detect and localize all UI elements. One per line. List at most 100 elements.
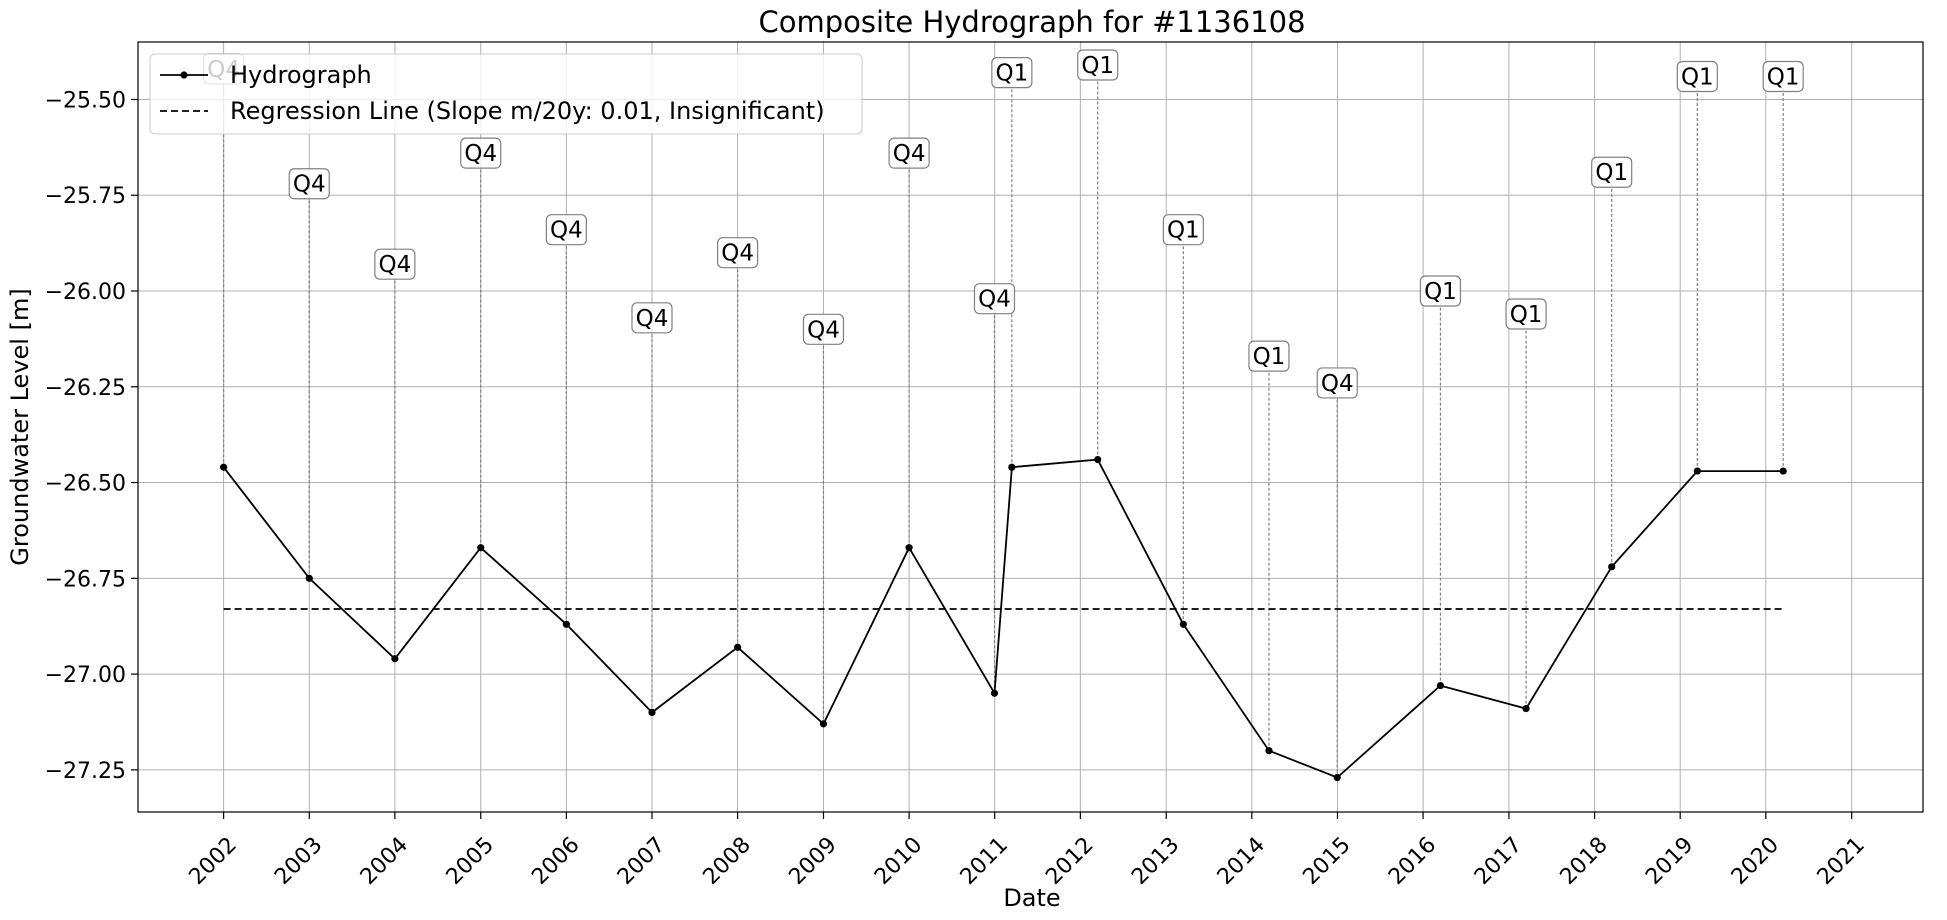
hydrograph-point bbox=[1608, 563, 1616, 571]
x-tick-label: 2017 bbox=[1470, 833, 1527, 890]
quarter-annotation: Q1 bbox=[1248, 340, 1290, 372]
x-tick-label: 2013 bbox=[1127, 833, 1184, 890]
quarter-annotation: Q4 bbox=[888, 137, 930, 169]
quarter-annotation: Q1 bbox=[991, 57, 1033, 89]
quarter-annotation: Q1 bbox=[1419, 275, 1462, 307]
hydrograph-point bbox=[1522, 704, 1530, 713]
y-tick-label: −27.00 bbox=[45, 663, 126, 688]
x-tick-label: 2005 bbox=[442, 833, 499, 890]
annotation-box bbox=[374, 248, 416, 280]
annotation-box bbox=[288, 168, 330, 200]
hydrograph-point bbox=[905, 544, 913, 552]
hydrograph-point bbox=[391, 655, 399, 663]
annotation-label: Q4 bbox=[636, 306, 669, 332]
x-tick-label: 2011 bbox=[956, 833, 1013, 890]
hydrograph-point bbox=[990, 689, 999, 697]
annotation-box bbox=[1316, 367, 1358, 399]
annotation-box bbox=[1505, 298, 1547, 330]
quarter-annotation: Q1 bbox=[1505, 298, 1547, 330]
quarter-annotation: Q4 bbox=[717, 237, 759, 269]
x-tick-label: 2004 bbox=[356, 833, 413, 890]
annotation-box bbox=[1077, 49, 1119, 81]
hydrograph-point bbox=[1179, 620, 1187, 628]
x-tick-label: 2014 bbox=[1213, 833, 1270, 890]
annotation-box bbox=[460, 137, 502, 169]
hydrograph-point bbox=[648, 708, 656, 716]
annotation-box bbox=[631, 302, 673, 334]
annotation-box bbox=[802, 313, 845, 345]
quarter-annotation: Q4 bbox=[631, 302, 673, 334]
hydrograph-point bbox=[477, 544, 485, 552]
x-tick-label: 2020 bbox=[1727, 833, 1784, 890]
x-tick-label: 2009 bbox=[784, 833, 841, 890]
legend-hydrograph-swatch-marker bbox=[180, 71, 188, 79]
hydrograph-line bbox=[222, 458, 1784, 779]
quarter-annotation: Q1 bbox=[1591, 156, 1633, 188]
legend-box bbox=[149, 53, 863, 135]
x-tick-label: 2018 bbox=[1556, 833, 1613, 890]
quarter-annotation: Q4 bbox=[802, 313, 845, 345]
x-tick-label: 2021 bbox=[1813, 833, 1870, 890]
annotation-label: Q1 bbox=[995, 61, 1028, 87]
annotation-label: Q4 bbox=[379, 252, 412, 278]
annotation-label: Q1 bbox=[1595, 160, 1628, 186]
quarter-annotation: Q1 bbox=[1162, 214, 1204, 246]
annotation-label: Q4 bbox=[721, 241, 754, 267]
legend-regression-label: Regression Line (Slope m/20y: 0.01, Insi… bbox=[230, 97, 825, 125]
y-tick-label: −26.25 bbox=[45, 376, 126, 401]
y-tick-label: −26.00 bbox=[45, 280, 126, 305]
x-tick-label: 2008 bbox=[699, 833, 756, 890]
hydrograph-point bbox=[220, 463, 228, 471]
annotation-box bbox=[1162, 214, 1204, 246]
quarter-annotation: Q1 bbox=[1762, 60, 1804, 93]
hydrograph-point bbox=[819, 720, 828, 728]
legend-hydrograph-label: Hydrograph bbox=[230, 61, 372, 89]
annotation-box bbox=[1591, 156, 1633, 188]
x-tick-label: 2007 bbox=[613, 833, 670, 890]
annotation-label: Q4 bbox=[893, 141, 926, 167]
annotation-label: Q1 bbox=[1681, 64, 1714, 90]
annotation-label: Q1 bbox=[1167, 218, 1200, 244]
annotation-label: Q1 bbox=[1767, 64, 1800, 90]
hydrograph-point bbox=[1265, 747, 1273, 755]
annotation-label: Q4 bbox=[978, 287, 1011, 313]
annotation-label: Q1 bbox=[1081, 53, 1114, 79]
x-tick-label: 2003 bbox=[270, 833, 327, 890]
hydrograph-point bbox=[734, 643, 742, 651]
hydrograph-point bbox=[562, 620, 570, 628]
x-tick-label: 2012 bbox=[1041, 833, 1098, 890]
annotation-box bbox=[991, 57, 1033, 89]
annotation-box bbox=[1419, 275, 1462, 307]
y-tick-label: −26.75 bbox=[45, 567, 126, 592]
quarter-annotation: Q4 bbox=[973, 283, 1016, 315]
hydrograph-point bbox=[1008, 463, 1016, 471]
x-tick-label: 2015 bbox=[1298, 833, 1355, 890]
annotation-label: Q1 bbox=[1424, 279, 1457, 305]
annotation-label: Q1 bbox=[1510, 302, 1543, 328]
annotation-label: Q4 bbox=[464, 141, 497, 167]
annotation-box bbox=[717, 237, 759, 269]
annotation-label: Q4 bbox=[293, 172, 326, 198]
annotation-label: Q4 bbox=[807, 317, 840, 343]
annotation-box bbox=[1676, 60, 1718, 93]
x-tick-label: 2010 bbox=[870, 833, 927, 890]
y-tick-label: −25.50 bbox=[45, 88, 126, 113]
hydrograph-point bbox=[1094, 455, 1102, 464]
plot-area-frame bbox=[137, 41, 1924, 813]
quarter-annotation: Q1 bbox=[1676, 60, 1718, 93]
x-axis-label: Date bbox=[1003, 884, 1060, 912]
quarter-annotation: Q4 bbox=[288, 168, 330, 200]
x-tick-label: 2002 bbox=[185, 833, 242, 890]
annotation-label: Q4 bbox=[1321, 371, 1354, 397]
y-tick-label: −26.50 bbox=[45, 472, 126, 497]
y-tick-label: −25.75 bbox=[45, 184, 126, 209]
annotation-label: Q4 bbox=[550, 218, 583, 244]
x-tick-label: 2019 bbox=[1641, 833, 1698, 890]
y-tick-label: −27.25 bbox=[45, 759, 126, 784]
annotation-box bbox=[888, 137, 930, 169]
y-axis-label: Groundwater Level [m] bbox=[6, 288, 34, 565]
hydrograph-point bbox=[1436, 681, 1445, 690]
annotation-box bbox=[1762, 60, 1804, 93]
annotation-box bbox=[545, 214, 587, 246]
